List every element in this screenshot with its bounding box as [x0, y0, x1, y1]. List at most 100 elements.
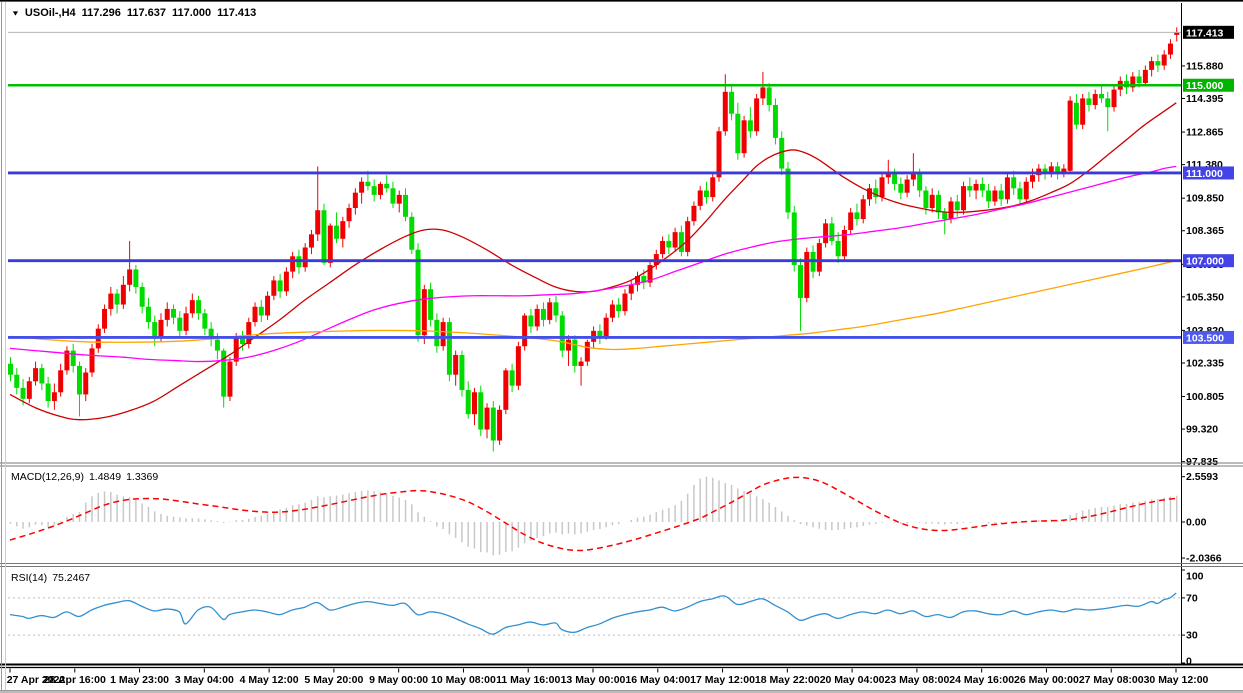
candle-body	[678, 232, 684, 252]
candle-body	[710, 177, 716, 198]
candle-body	[747, 120, 753, 132]
candle-body	[145, 306, 151, 323]
candle-body	[873, 188, 879, 198]
candle-body	[415, 249, 421, 336]
candle-body	[754, 98, 760, 132]
candle-body	[283, 271, 289, 292]
candle-body	[866, 188, 872, 200]
candle-body	[823, 223, 829, 244]
candle-body	[1017, 188, 1023, 200]
candle-body	[892, 172, 898, 184]
candle-body	[403, 194, 409, 217]
candle-body	[729, 91, 735, 114]
rsi-tick-label: 0	[1186, 656, 1192, 668]
candle-body	[1055, 166, 1061, 173]
mid-ma-line	[9, 165, 1177, 363]
candle-body	[553, 302, 559, 316]
time-tick-label: 17 May 12:00	[690, 674, 755, 686]
candle-body	[89, 348, 95, 373]
candle-body	[910, 172, 916, 180]
candle-body	[923, 190, 929, 209]
candle-body	[503, 370, 509, 410]
candle-body	[340, 221, 346, 239]
macd-panel[interactable]	[9, 476, 1178, 556]
price-tick-label: 114.395	[1186, 93, 1224, 105]
candle-body	[440, 322, 446, 347]
time-tick-label: 4 May 12:00	[240, 674, 299, 686]
candle-body	[164, 308, 170, 320]
candle-body	[290, 256, 296, 272]
candle-body	[133, 269, 139, 287]
candle-body	[227, 361, 233, 397]
candle-body	[841, 229, 847, 257]
candle-body	[14, 374, 20, 388]
candle-body	[917, 172, 923, 191]
candle-body	[158, 319, 164, 338]
time-tick-label: 3 May 04:00	[175, 674, 234, 686]
candle-body	[898, 183, 904, 193]
macd-indicator-label: MACD(12,26,9) 1.4849 1.3369	[11, 471, 158, 483]
candle-body	[459, 354, 465, 391]
rsi-value: 75.2467	[52, 572, 91, 584]
rsi-indicator-label: RSI(14) 75.2467	[11, 572, 90, 584]
macd-name: MACD(12,26,9)	[11, 471, 84, 483]
candle-body	[390, 188, 396, 204]
candle-body	[271, 280, 277, 296]
candle-body	[566, 339, 572, 351]
price-badge-label: 117.413	[1186, 27, 1224, 39]
time-tick-label: 16 May 04:00	[625, 674, 690, 686]
candle-body	[597, 330, 603, 338]
price-badge-111.000	[1183, 166, 1234, 180]
candle-body	[540, 308, 546, 320]
price-badge-label: 107.000	[1186, 256, 1224, 268]
candle-body	[948, 201, 954, 220]
candle-body	[64, 350, 70, 371]
main-chart-panel[interactable]	[8, 27, 1181, 452]
candle-body	[1080, 98, 1086, 125]
candle-body	[697, 190, 703, 206]
candle-body	[1142, 69, 1148, 84]
candle-body	[779, 137, 785, 169]
candle-body	[1105, 98, 1111, 108]
candle-body	[196, 300, 202, 314]
candle-body	[628, 284, 634, 294]
candle-body	[716, 131, 722, 178]
time-tick-label: 13 May 00:00	[561, 674, 626, 686]
candle-body	[722, 91, 728, 132]
candle-body	[359, 181, 365, 193]
candle-body	[1067, 100, 1073, 171]
rsi-panel[interactable]	[8, 592, 1181, 636]
candle-body	[572, 339, 578, 366]
candle-body	[515, 346, 521, 386]
candle-body	[108, 293, 114, 309]
candle-body	[848, 212, 854, 230]
candle-body	[804, 251, 810, 298]
candle-body	[302, 247, 308, 268]
time-tick-label: 11 May 16:00	[496, 674, 560, 686]
symbol-list-expander-icon[interactable]: ▼	[11, 9, 20, 17]
rsi-tick-label: 30	[1186, 630, 1198, 642]
candle-body	[578, 361, 584, 366]
candle-body	[177, 317, 183, 331]
candle-body	[1111, 89, 1117, 108]
time-tick-label: 26 May 00:00	[1014, 674, 1079, 686]
candle-body	[584, 341, 590, 362]
candle-body	[1167, 43, 1173, 55]
time-tick-label: 9 May 00:00	[369, 674, 428, 686]
ohlc-open-value: 117.296	[81, 7, 121, 19]
candle-body	[1042, 168, 1048, 173]
candle-body	[885, 172, 891, 178]
time-tick-label: 24 May 16:00	[949, 674, 1014, 686]
time-tick-label: 1 May 23:00	[110, 674, 169, 686]
candle-body	[703, 190, 709, 198]
candle-body	[860, 199, 866, 220]
candle-body	[377, 183, 383, 195]
candle-body	[967, 186, 973, 191]
price-axis[interactable]: 115.880114.395112.865111.380109.850108.3…	[1181, 3, 1234, 668]
candle-body	[428, 289, 434, 320]
candle-body	[1073, 102, 1079, 125]
symbol-period-label: USOil-,H4	[24, 7, 76, 19]
time-tick-label: 10 May 08:00	[431, 674, 496, 686]
